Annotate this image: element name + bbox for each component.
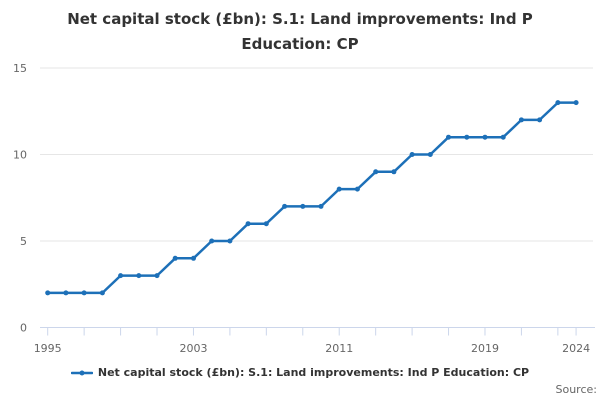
data-point-2001[interactable] [154,273,160,279]
data-point-1995[interactable] [45,290,51,296]
y-axis-label: 5 [20,235,27,248]
data-point-2008[interactable] [282,203,288,209]
data-point-2022[interactable] [537,117,543,123]
data-point-2006[interactable] [245,221,251,227]
data-point-2000[interactable] [136,273,142,279]
data-point-1998[interactable] [99,290,105,296]
data-point-2013[interactable] [373,169,379,175]
legend-line-marker-icon [70,370,93,375]
data-point-2020[interactable] [500,134,506,140]
data-point-2007[interactable] [263,221,269,227]
data-point-2014[interactable] [391,169,397,175]
chart-title-line1: Net capital stock (£bn): S.1: Land impro… [67,10,533,28]
data-point-1996[interactable] [63,290,69,296]
data-point-2012[interactable] [354,186,360,192]
legend-label: Net capital stock (£bn): S.1: Land impro… [97,366,530,379]
x-axis-label: 1995 [34,342,62,355]
data-point-2021[interactable] [518,117,524,123]
y-axis-label: 10 [13,149,27,162]
y-axis-label: 0 [20,322,27,335]
data-point-2011[interactable] [336,186,342,192]
data-point-2010[interactable] [318,203,324,209]
x-axis-label: 2011 [325,342,353,355]
x-axis-label: 2019 [471,342,499,355]
legend-item[interactable]: Net capital stock (£bn): S.1: Land impro… [70,366,530,379]
legend-dot [79,370,85,375]
data-point-1997[interactable] [81,290,87,296]
x-axis-label: 2003 [179,342,207,355]
data-point-2017[interactable] [446,134,451,140]
legend: Net capital stock (£bn): S.1: Land impro… [0,366,600,379]
data-point-2024[interactable] [573,100,579,106]
data-point-2002[interactable] [172,255,178,261]
data-point-2016[interactable] [427,152,433,157]
data-point-2005[interactable] [227,238,233,244]
data-point-2004[interactable] [209,238,215,244]
data-point-2003[interactable] [191,255,196,261]
data-point-2023[interactable] [555,100,561,106]
y-axis-label: 15 [13,62,27,75]
data-point-2019[interactable] [482,134,488,140]
series-line [46,101,578,295]
chart-title: Net capital stock (£bn): S.1: Land impro… [0,7,600,57]
data-point-1999[interactable] [118,273,124,279]
data-point-2018[interactable] [464,134,470,140]
source-caption: Source: [555,383,598,396]
data-point-2015[interactable] [409,152,415,157]
x-axis-label: 2024 [562,342,590,355]
data-point-2009[interactable] [300,203,306,209]
chart-title-line2: Education: CP [241,35,359,53]
